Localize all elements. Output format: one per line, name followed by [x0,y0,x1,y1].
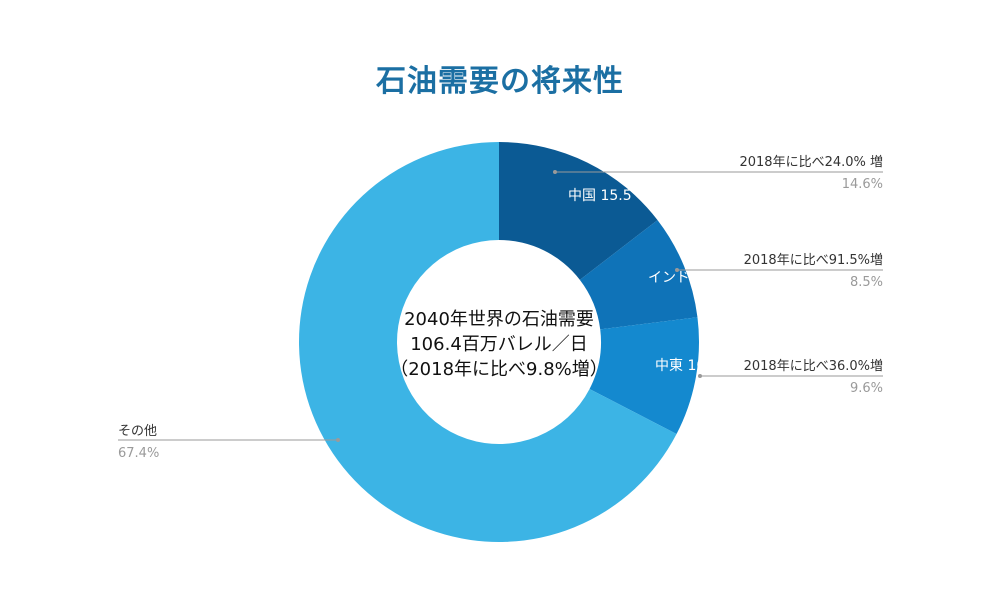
callout-dot-1 [675,268,679,272]
center-label-line-1: 2040年世界の石油需要 [404,309,594,330]
callout-percent-1: 8.5% [850,275,883,290]
slice-label-1: インド 9.0 [648,270,717,286]
center-label-line-3: （2018年に比べ9.8%増） [390,359,608,380]
callout-label-3: その他 [118,424,157,439]
callout-percent-3: 67.4% [118,446,159,461]
callout-dot-0 [553,170,557,174]
center-label-group: 2040年世界の石油需要 106.4百万バレル／日 （2018年に比べ9.8%増… [390,309,608,380]
callout-percent-0: 14.6% [842,177,883,192]
slice-2 [589,317,699,435]
callout-label-0: 2018年に比べ24.0% 増 [739,155,883,170]
chart-title: 石油需要の将来性 [376,64,624,99]
slice-1 [579,220,698,330]
callout-dot-2 [698,374,702,378]
callout-label-2: 2018年に比べ36.0%増 [744,359,883,374]
slice-label-2: 中東 10.2 [655,358,719,374]
callouts-group: 2018年に比べ24.0% 増 14.6% 2018年に比べ91.5%増 8.5% 20… [118,155,883,461]
slice-0 [499,142,658,280]
callout-label-1: 2018年に比べ91.5%増 [744,253,883,268]
callout-dot-3 [336,438,340,442]
slice-label-0: 中国 15.5 [568,188,632,204]
slice-labels-group: 中国 15.5 インド 9.0 中東 10.2 [568,188,719,374]
slices-group [298,142,699,543]
callout-percent-2: 9.6% [850,381,883,396]
center-label-line-2: 106.4百万バレル／日 [410,334,588,355]
slice-3 [298,142,677,543]
